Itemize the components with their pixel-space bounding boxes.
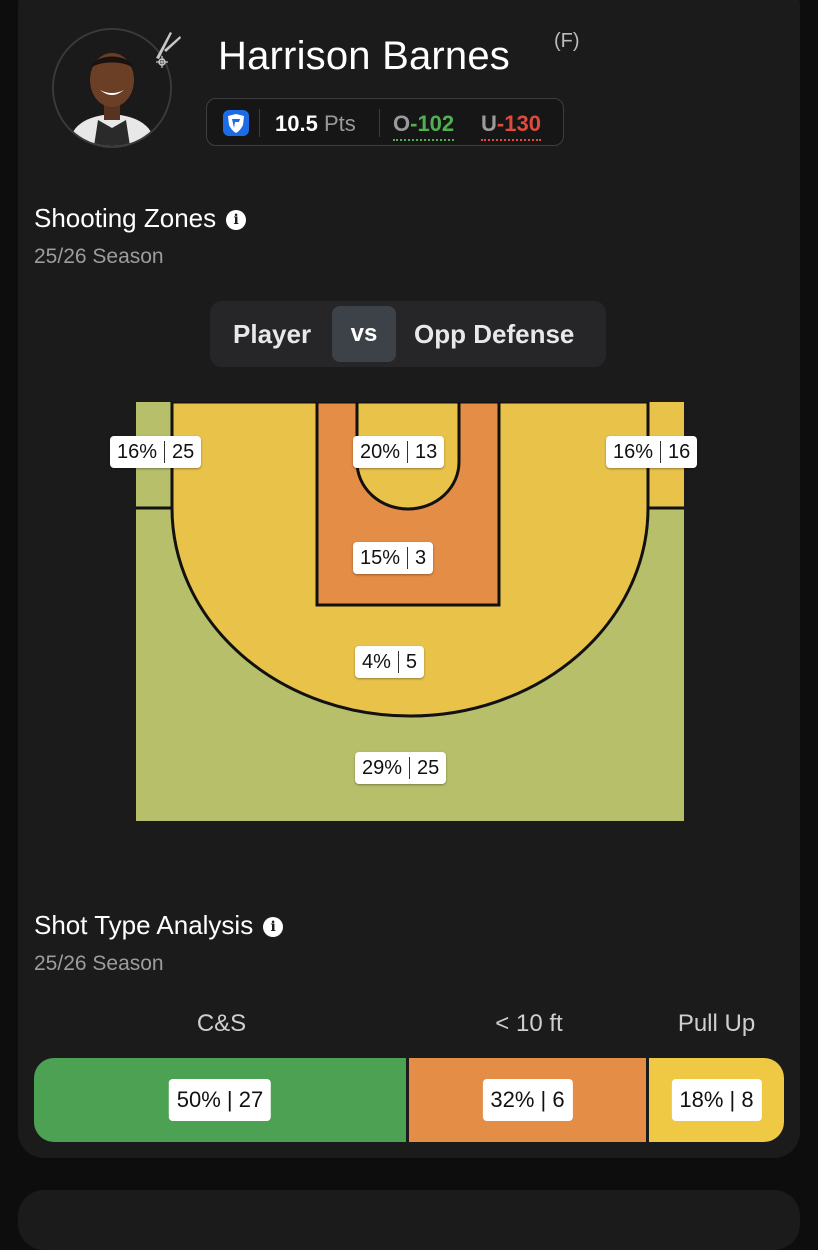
zone-label-restricted-area: 20% 13 bbox=[353, 436, 445, 468]
zone-rank: 5 bbox=[405, 651, 418, 673]
shot-type-title-text: Shot Type Analysis bbox=[34, 910, 254, 940]
under-odds[interactable]: U-130 bbox=[481, 111, 541, 141]
zone-pct: 16% bbox=[117, 441, 158, 463]
zone-pct: 29% bbox=[362, 757, 403, 779]
zone-pct: 16% bbox=[613, 441, 654, 463]
zone-label-left-corner: 16% 25 bbox=[110, 436, 202, 468]
shot-type-season: 25/26 Season bbox=[34, 952, 164, 975]
prop-line-unit: Pts bbox=[323, 111, 356, 136]
prop-divider bbox=[379, 109, 380, 137]
prop-divider bbox=[259, 109, 260, 137]
shot-type-value: 32% | 6 bbox=[482, 1079, 573, 1121]
spurs-logo-icon bbox=[150, 28, 186, 68]
shooting-zones-season: 25/26 Season bbox=[34, 245, 164, 268]
zone-pct: 20% bbox=[360, 441, 401, 463]
next-card bbox=[18, 1190, 800, 1250]
info-icon[interactable]: i bbox=[226, 210, 247, 230]
zone-rank: 16 bbox=[668, 441, 691, 463]
zone-rank: 25 bbox=[172, 441, 195, 463]
prop-line: 10.5 Pts bbox=[275, 111, 356, 137]
under-label: U bbox=[481, 111, 497, 136]
shot-type-segment[interactable]: 32% | 6 bbox=[409, 1058, 646, 1142]
zone-rank: 25 bbox=[417, 757, 440, 779]
zone-pct: 15% bbox=[360, 547, 401, 569]
over-label: O bbox=[393, 111, 411, 136]
zone-rank: 13 bbox=[415, 441, 438, 463]
info-icon[interactable]: i bbox=[263, 917, 284, 937]
shot-type-name: Pull Up bbox=[677, 1010, 756, 1037]
toggle-vs[interactable]: vs bbox=[332, 306, 396, 362]
zone-label-right-corner: 16% 16 bbox=[606, 436, 698, 468]
player-vs-defense-toggle: Player vs Opp Defense bbox=[210, 301, 606, 367]
shot-type-title: Shot Type Analysis i bbox=[34, 910, 284, 941]
shooting-zones-title: Shooting Zones i bbox=[34, 203, 247, 234]
toggle-opp-defense[interactable]: Opp Defense bbox=[414, 319, 575, 349]
zone-label-paint: 15% 3 bbox=[353, 542, 434, 574]
shooting-zones-court: 16% 25 20% 13 16% 16 15% 3 4% 5 29% 25 bbox=[110, 400, 698, 821]
over-odds-value: -102 bbox=[410, 111, 455, 136]
shot-type-name: < 10 ft bbox=[495, 1010, 563, 1037]
zone-pct: 4% bbox=[362, 651, 391, 673]
player-position: (F) bbox=[554, 30, 580, 52]
shot-type-value: 18% | 8 bbox=[671, 1079, 762, 1121]
over-odds[interactable]: O-102 bbox=[393, 111, 455, 141]
under-odds-value: -130 bbox=[496, 111, 541, 136]
shot-type-value: 50% | 27 bbox=[168, 1079, 272, 1121]
shot-type-segment[interactable]: 18% | 8 bbox=[649, 1058, 784, 1142]
fanduel-shield-icon bbox=[223, 110, 249, 136]
zone-rank: 3 bbox=[415, 547, 427, 569]
shot-type-bar: 50% | 27 32% | 6 18% | 8 bbox=[34, 1058, 784, 1142]
shot-type-name: C&S bbox=[196, 1010, 247, 1037]
toggle-player[interactable]: Player bbox=[233, 319, 312, 349]
zone-label-above-break-3: 29% 25 bbox=[355, 752, 447, 784]
shot-type-segment[interactable]: 50% | 27 bbox=[34, 1058, 406, 1142]
shooting-zones-title-text: Shooting Zones bbox=[34, 203, 217, 233]
prop-line-value: 10.5 bbox=[275, 111, 318, 136]
player-avatar bbox=[52, 28, 172, 148]
prop-line-box[interactable]: 10.5 Pts O-102 U-130 bbox=[206, 98, 564, 146]
player-name: Harrison Barnes bbox=[218, 34, 511, 78]
zone-label-mid-range: 4% 5 bbox=[355, 646, 425, 678]
